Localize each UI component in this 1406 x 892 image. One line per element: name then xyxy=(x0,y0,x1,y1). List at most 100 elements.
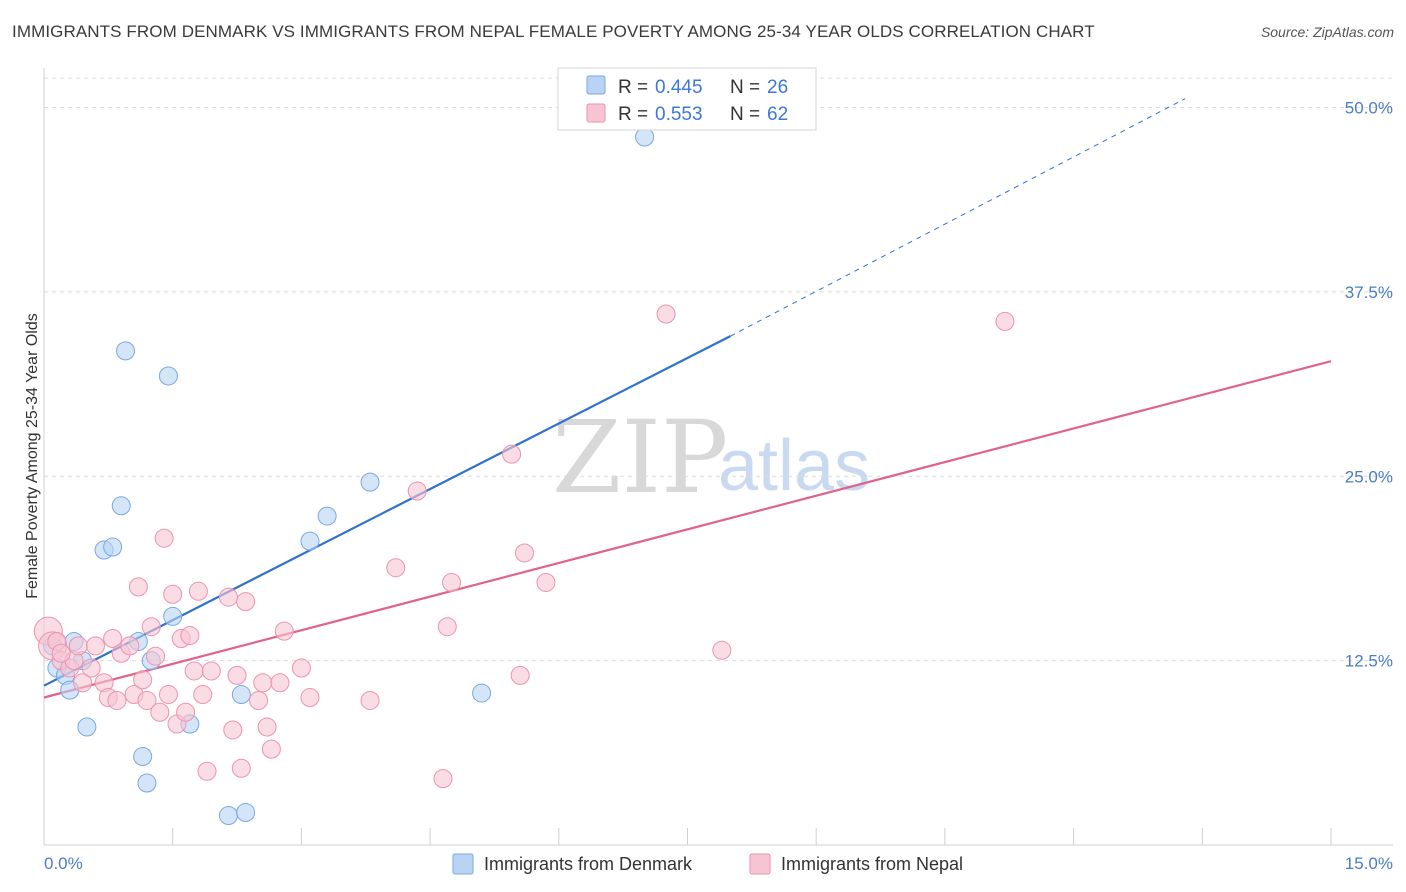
legend-r-value-nepal: 0.553 xyxy=(655,104,703,125)
point-nepal xyxy=(154,528,174,548)
point-nepal xyxy=(261,739,281,759)
point-nepal xyxy=(433,769,453,789)
point-denmark xyxy=(103,537,123,557)
point-nepal xyxy=(107,690,127,710)
point-nepal xyxy=(227,665,247,685)
legend-box: R = 0.445 N = 26 R = 0.553 N = 62 xyxy=(557,67,817,131)
point-nepal xyxy=(231,758,251,778)
y-tick-label: 50.0% xyxy=(1345,99,1393,118)
point-nepal xyxy=(163,584,183,604)
point-nepal xyxy=(128,577,148,597)
point-denmark xyxy=(236,803,256,823)
chart-title: IMMIGRANTS FROM DENMARK VS IMMIGRANTS FR… xyxy=(12,22,1095,41)
point-denmark xyxy=(158,366,178,386)
point-nepal xyxy=(81,658,101,678)
point-nepal xyxy=(502,444,522,464)
point-nepal xyxy=(274,621,294,641)
bottom-legend-swatch-denmark xyxy=(452,853,474,875)
legend-r-label-denmark: R = xyxy=(618,77,648,98)
point-denmark xyxy=(635,127,655,147)
point-nepal xyxy=(995,311,1015,331)
point-nepal xyxy=(300,688,320,707)
legend-r-value-denmark: 0.445 xyxy=(655,77,703,98)
bottom-legend-swatch-nepal xyxy=(749,853,771,875)
point-denmark xyxy=(77,717,97,737)
axes xyxy=(43,68,1393,846)
point-nepal xyxy=(133,670,153,690)
point-nepal xyxy=(442,572,462,592)
point-denmark xyxy=(137,773,157,793)
point-denmark xyxy=(300,531,320,551)
tick-labels: 12.5% 25.0% 37.5% 50.0% 0.0% 15.0% xyxy=(44,99,1393,874)
point-nepal xyxy=(150,702,170,722)
point-denmark xyxy=(133,747,153,766)
point-nepal xyxy=(257,717,277,737)
y-tick-label: 12.5% xyxy=(1345,652,1393,671)
x-tick-label-min: 0.0% xyxy=(44,854,83,873)
source-label: Source: ZipAtlas.com xyxy=(1260,24,1394,40)
point-nepal xyxy=(137,690,157,710)
watermark-zip: ZIP xyxy=(552,399,728,516)
point-denmark xyxy=(360,472,380,492)
point-nepal xyxy=(193,685,213,705)
point-nepal xyxy=(146,646,166,666)
point-denmark xyxy=(317,506,337,526)
point-nepal xyxy=(712,640,732,660)
data-points xyxy=(33,127,1015,825)
point-nepal xyxy=(197,761,217,781)
point-denmark xyxy=(472,683,492,703)
point-nepal xyxy=(184,661,204,681)
y-axis-title: Female Poverty Among 25-34 Year Olds xyxy=(24,313,41,599)
point-nepal xyxy=(85,636,105,656)
legend-n-value-nepal: 62 xyxy=(767,104,788,125)
point-nepal xyxy=(73,673,93,693)
point-denmark xyxy=(111,496,131,516)
legend-r-label-nepal: R = xyxy=(618,104,648,125)
point-nepal xyxy=(270,673,290,693)
point-nepal xyxy=(180,626,200,646)
point-nepal xyxy=(68,636,88,656)
trend-line-nepal xyxy=(43,360,1332,699)
legend-n-label-denmark: N = xyxy=(730,77,760,98)
point-nepal xyxy=(236,592,256,612)
bottom-legend-label-nepal: Immigrants from Nepal xyxy=(781,854,963,874)
point-nepal xyxy=(437,617,457,637)
point-nepal xyxy=(253,673,273,693)
point-nepal xyxy=(120,636,140,656)
x-tick-label-max: 15.0% xyxy=(1345,854,1393,873)
point-nepal xyxy=(249,690,268,710)
point-nepal xyxy=(514,543,534,563)
y-tick-label: 37.5% xyxy=(1345,283,1393,302)
watermark-atlas: atlas xyxy=(718,426,870,506)
point-nepal xyxy=(360,690,380,710)
point-nepal xyxy=(51,643,71,663)
point-nepal xyxy=(176,702,196,722)
legend-n-value-denmark: 26 xyxy=(767,77,788,98)
legend-swatch-denmark xyxy=(586,75,606,95)
point-nepal xyxy=(291,658,311,678)
point-nepal xyxy=(536,572,556,592)
legend-swatch-nepal xyxy=(586,103,606,123)
point-nepal xyxy=(386,558,406,578)
point-denmark xyxy=(231,685,251,705)
point-nepal xyxy=(158,685,178,705)
bottom-legend: Immigrants from Denmark Immigrants from … xyxy=(452,853,963,875)
point-nepal xyxy=(201,661,221,681)
trend-line-denmark-extension xyxy=(730,98,1186,337)
point-nepal xyxy=(510,665,530,685)
grid-lines xyxy=(44,77,1393,662)
point-nepal xyxy=(218,587,238,607)
point-nepal xyxy=(407,481,427,501)
point-nepal xyxy=(103,629,123,648)
point-nepal xyxy=(656,304,676,324)
point-nepal xyxy=(188,581,208,601)
bottom-legend-label-denmark: Immigrants from Denmark xyxy=(484,854,693,874)
y-tick-label: 25.0% xyxy=(1345,467,1393,486)
legend-n-label-nepal: N = xyxy=(730,104,760,125)
point-denmark xyxy=(116,341,136,361)
point-denmark xyxy=(163,606,183,626)
point-nepal xyxy=(223,720,243,740)
point-nepal xyxy=(141,617,161,637)
point-denmark xyxy=(218,806,238,825)
